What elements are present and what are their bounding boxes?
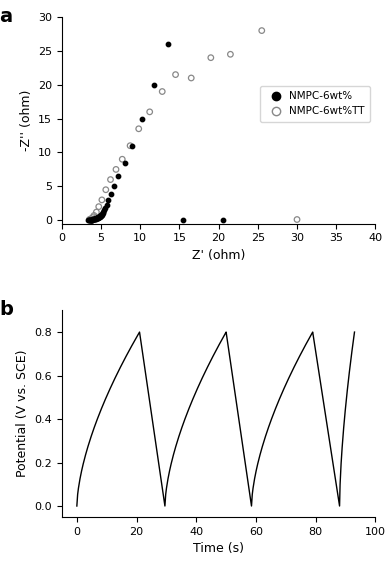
Point [94,214,100,223]
Point [97,212,103,221]
Point [188,73,194,82]
Point [111,182,117,191]
Y-axis label: -Z'' (ohm): -Z'' (ohm) [19,90,33,151]
Point [259,26,265,35]
Point [96,202,102,211]
Point [113,165,119,174]
Point [91,215,97,224]
Point [89,215,95,224]
Point [100,207,106,216]
Point [95,213,101,222]
Point [87,215,93,224]
Y-axis label: Potential (V vs. SCE): Potential (V vs. SCE) [16,350,29,477]
Point [92,214,98,223]
Point [88,215,94,224]
Point [105,195,111,204]
Point [219,216,226,225]
Point [95,213,101,222]
Point [92,214,98,223]
Text: b: b [0,300,13,319]
Point [89,215,96,224]
Point [103,185,109,194]
Point [94,214,100,223]
Point [90,215,96,224]
Point [147,107,153,116]
Point [99,210,105,219]
Point [115,172,122,181]
Point [96,212,102,222]
Point [93,207,99,216]
Point [101,206,107,215]
Point [93,214,99,223]
Point [87,215,93,224]
Point [98,211,104,220]
Point [122,158,128,167]
Point [227,50,233,59]
Point [91,215,98,224]
Point [88,215,94,224]
Point [93,214,99,223]
Point [164,40,171,49]
Point [208,53,214,62]
Point [180,216,187,225]
Point [98,211,104,220]
X-axis label: Time (s): Time (s) [193,542,244,555]
Point [129,141,135,151]
Legend: NMPC-6wt%, NMPC-6wt%TT: NMPC-6wt%, NMPC-6wt%TT [260,86,370,122]
Point [159,87,165,96]
Point [139,114,145,123]
Point [91,211,97,220]
Point [87,215,94,224]
Point [86,215,92,224]
Text: a: a [0,7,12,26]
Point [89,213,96,222]
Point [94,214,101,223]
Point [135,124,142,133]
Point [102,203,108,212]
Point [89,215,95,224]
Point [108,175,114,184]
Point [294,215,300,224]
Point [151,80,158,89]
Point [86,215,92,224]
Point [98,211,104,220]
Point [90,215,96,224]
Point [119,154,125,164]
Point [96,213,102,222]
Point [85,215,91,224]
Point [99,209,106,218]
Point [103,200,110,209]
Point [96,212,103,222]
Point [173,70,179,79]
Point [127,141,133,151]
Point [86,215,92,224]
Point [91,215,97,224]
Point [97,212,103,221]
Point [99,210,105,219]
Point [88,214,94,223]
Point [108,190,114,199]
Point [92,214,99,223]
Point [99,195,105,204]
X-axis label: Z' (ohm): Z' (ohm) [192,249,245,262]
